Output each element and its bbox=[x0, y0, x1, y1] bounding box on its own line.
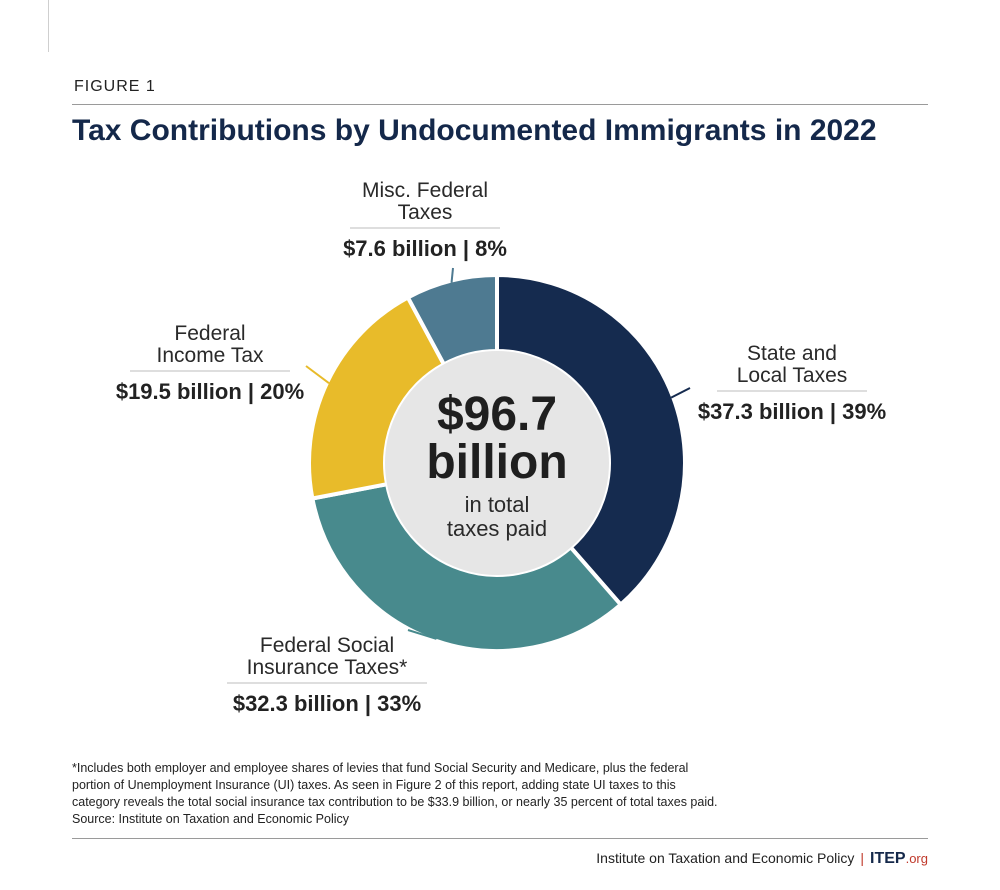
slice-value-label: $37.3 billion | 39% bbox=[698, 399, 886, 424]
slice-name-line: Misc. Federal bbox=[362, 179, 488, 202]
footnote-line: category reveals the total social insura… bbox=[72, 795, 718, 809]
figure-label: FIGURE 1 bbox=[74, 78, 156, 95]
leader-line bbox=[407, 629, 437, 640]
credit-line: Institute on Taxation and Economic Polic… bbox=[596, 850, 928, 868]
center-unit: billion bbox=[426, 436, 567, 489]
slice-value-label: $19.5 billion | 20% bbox=[116, 379, 304, 404]
center-caption-1: in total bbox=[465, 492, 530, 517]
leader-line bbox=[670, 387, 691, 399]
slice-name-line: Federal Social bbox=[260, 634, 394, 657]
slice-value-label: $32.3 billion | 33% bbox=[233, 691, 421, 716]
org-name: Institute on Taxation and Economic Polic… bbox=[596, 850, 855, 866]
leader-line bbox=[450, 267, 454, 283]
logo-suffix: .org bbox=[905, 851, 928, 866]
slice-name-line: Insurance Taxes* bbox=[247, 656, 408, 679]
slice-name-line: Federal bbox=[174, 322, 245, 345]
footnote-line: *Includes both employer and employee sha… bbox=[72, 761, 689, 775]
slice-name-line: Taxes bbox=[398, 201, 453, 224]
slice-name-line: Income Tax bbox=[157, 344, 264, 367]
source-line: Source: Institute on Taxation and Econom… bbox=[72, 812, 350, 826]
top-rule bbox=[72, 104, 928, 105]
leader-line bbox=[305, 365, 330, 384]
slice-value-label: $7.6 billion | 8% bbox=[343, 236, 507, 261]
center-amount: $96.7 bbox=[437, 388, 557, 441]
chart-title: Tax Contributions by Undocumented Immigr… bbox=[72, 114, 877, 147]
center-caption-2: taxes paid bbox=[447, 516, 547, 541]
footnote: *Includes both employer and employee sha… bbox=[72, 760, 932, 828]
page-edge-mark bbox=[48, 0, 49, 52]
bottom-rule bbox=[72, 838, 928, 839]
leader-line-group bbox=[305, 267, 691, 640]
logo-main: ITEP bbox=[870, 850, 906, 867]
itep-logo: ITEP.org bbox=[870, 850, 928, 867]
footnote-line: portion of Unemployment Insurance (UI) t… bbox=[72, 778, 676, 792]
slice-name-line: State and bbox=[747, 342, 837, 365]
credit-separator: | bbox=[860, 850, 865, 866]
slice-name-line: Local Taxes bbox=[737, 364, 848, 387]
center-disc bbox=[385, 351, 609, 575]
